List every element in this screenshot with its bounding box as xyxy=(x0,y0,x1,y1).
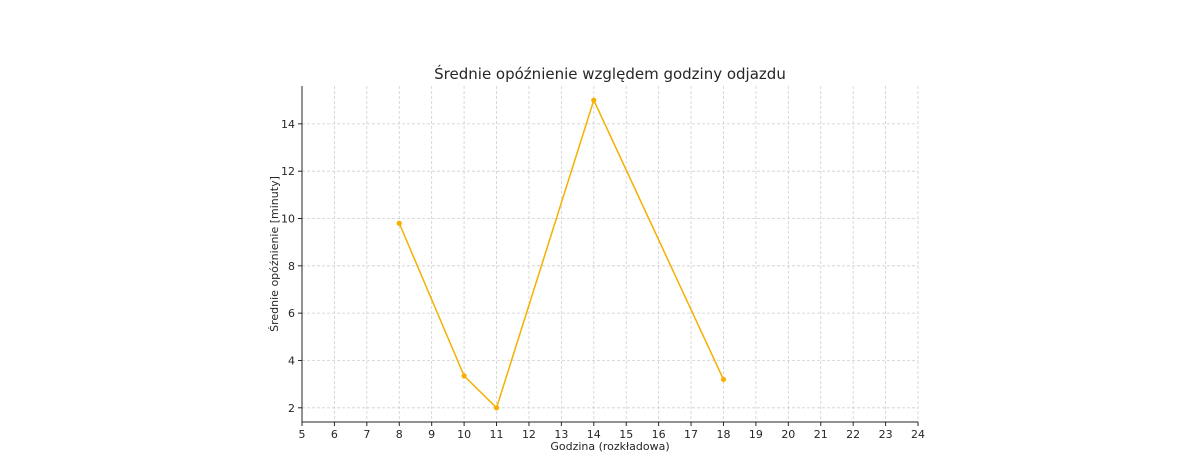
y-tick-label: 10 xyxy=(281,213,295,226)
x-tick-label: 5 xyxy=(299,428,306,441)
chart-title: Średnie opóźnienie względem godziny odja… xyxy=(434,64,786,83)
x-tick-label: 24 xyxy=(911,428,925,441)
grid xyxy=(302,86,919,422)
x-tick-label: 12 xyxy=(522,428,536,441)
x-tick-label: 23 xyxy=(879,428,893,441)
series xyxy=(396,97,727,411)
x-tick-label: 10 xyxy=(457,428,471,441)
x-tick-label: 17 xyxy=(684,428,698,441)
x-tick-label: 8 xyxy=(396,428,403,441)
x-tick-label: 16 xyxy=(652,428,666,441)
x-tick-label: 19 xyxy=(749,428,763,441)
x-tick-label: 15 xyxy=(619,428,633,441)
x-tick-label: 21 xyxy=(814,428,828,441)
data-point xyxy=(461,373,467,379)
x-tick-label: 14 xyxy=(587,428,601,441)
y-axis-label: Średnie opóźnienie [minuty] xyxy=(268,176,281,332)
x-tick-label: 9 xyxy=(428,428,435,441)
x-tick-label: 13 xyxy=(554,428,568,441)
axes: 5 6 7 8 9 10 11 12 13 14 15 16 17 18 19 20 21 22 23 2424681… xyxy=(281,86,925,441)
x-tick-label: 11 xyxy=(490,428,504,441)
data-point xyxy=(493,405,500,411)
y-tick-label: 14 xyxy=(281,118,295,131)
data-point xyxy=(396,220,402,226)
x-tick-label: 20 xyxy=(781,428,795,441)
x-axis-label: Godzina (rozkładowa) xyxy=(550,440,669,453)
x-tick-label: 22 xyxy=(846,428,860,441)
data-point xyxy=(720,376,727,383)
x-tick-label: 6 xyxy=(331,428,338,441)
x-tick-label: 7 xyxy=(363,428,370,441)
y-tick-label: 8 xyxy=(288,260,295,273)
y-tick-label: 12 xyxy=(281,165,295,178)
y-tick-label: 6 xyxy=(288,307,295,320)
data-point xyxy=(591,97,597,103)
y-tick-label: 4 xyxy=(288,354,295,367)
x-tick-label: 18 xyxy=(716,428,730,441)
y-tick-label: 2 xyxy=(288,402,295,415)
